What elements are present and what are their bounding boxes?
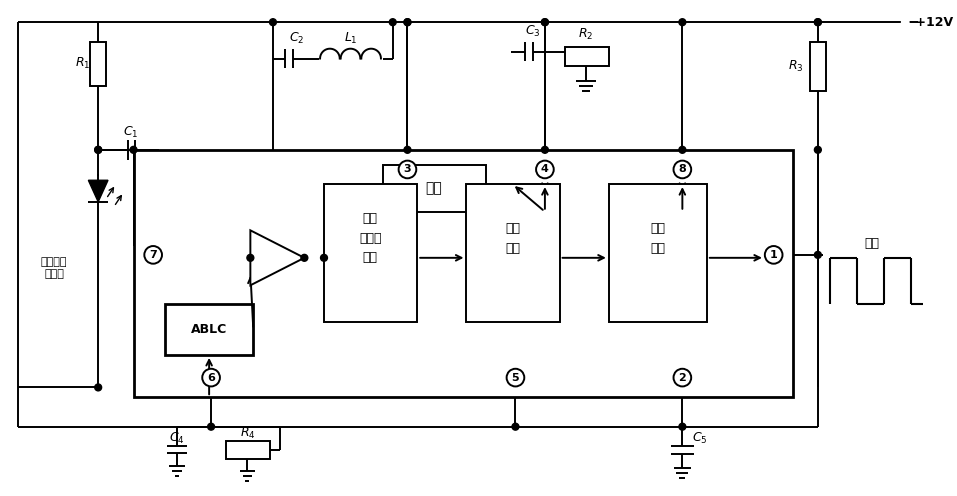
Circle shape — [321, 254, 327, 261]
Circle shape — [95, 384, 101, 391]
Bar — [165, 304, 254, 355]
Text: 输出: 输出 — [864, 237, 879, 249]
Text: 整形: 整形 — [651, 222, 665, 235]
Text: 电路: 电路 — [651, 242, 665, 254]
Bar — [810, 42, 826, 91]
Bar — [383, 165, 486, 212]
Text: $C_2$: $C_2$ — [289, 31, 304, 47]
Circle shape — [674, 161, 691, 178]
Circle shape — [247, 254, 254, 261]
Circle shape — [512, 423, 519, 430]
Circle shape — [145, 246, 162, 264]
Circle shape — [765, 246, 783, 264]
Polygon shape — [251, 230, 304, 285]
Text: ABLC: ABLC — [191, 323, 227, 336]
Circle shape — [674, 369, 691, 386]
Bar — [466, 184, 560, 321]
Circle shape — [95, 146, 101, 153]
Circle shape — [542, 19, 548, 26]
Circle shape — [404, 146, 411, 153]
Bar — [324, 184, 417, 321]
Text: 放大器: 放大器 — [256, 261, 276, 271]
Text: 偏压: 偏压 — [426, 181, 442, 195]
Circle shape — [404, 19, 411, 26]
Polygon shape — [88, 180, 108, 202]
Circle shape — [202, 369, 220, 386]
Bar — [609, 184, 707, 321]
Circle shape — [679, 19, 686, 26]
Text: 1: 1 — [769, 250, 777, 260]
Circle shape — [389, 19, 396, 26]
Circle shape — [814, 251, 821, 258]
Circle shape — [814, 19, 821, 26]
Circle shape — [506, 369, 524, 386]
Text: $C_3$: $C_3$ — [525, 23, 541, 39]
Text: $L_1$: $L_1$ — [344, 31, 357, 47]
Circle shape — [300, 254, 308, 261]
Text: 7: 7 — [149, 250, 157, 260]
Circle shape — [542, 19, 548, 26]
Text: 限幅: 限幅 — [363, 212, 378, 225]
Text: 和电平: 和电平 — [359, 232, 382, 245]
Text: 峰值: 峰值 — [505, 222, 520, 235]
Text: 5: 5 — [512, 372, 520, 382]
Circle shape — [679, 146, 686, 153]
Text: 红外光敏: 红外光敏 — [41, 257, 67, 267]
Circle shape — [404, 19, 411, 26]
Text: 检波: 检波 — [505, 242, 520, 254]
Text: $R_1$: $R_1$ — [75, 56, 90, 71]
Circle shape — [542, 146, 548, 153]
Circle shape — [814, 19, 821, 26]
Text: $C_4$: $C_4$ — [168, 431, 185, 446]
Circle shape — [208, 423, 214, 430]
Circle shape — [399, 161, 416, 178]
Text: +12V: +12V — [911, 16, 953, 29]
Text: $R_3$: $R_3$ — [789, 59, 804, 74]
Bar — [134, 150, 793, 397]
Bar — [565, 47, 609, 66]
Circle shape — [901, 19, 908, 26]
Text: 二极管: 二极管 — [44, 268, 64, 279]
Text: 4: 4 — [541, 165, 549, 175]
Text: $C_1$: $C_1$ — [122, 124, 139, 140]
Circle shape — [814, 146, 821, 153]
Circle shape — [270, 19, 277, 26]
Text: $R_4$: $R_4$ — [239, 426, 256, 441]
Text: 6: 6 — [207, 372, 215, 382]
Bar — [90, 42, 106, 86]
Circle shape — [95, 146, 101, 153]
Text: $C_5$: $C_5$ — [692, 431, 708, 446]
Circle shape — [536, 161, 554, 178]
Text: 2: 2 — [679, 372, 686, 382]
Text: 8: 8 — [679, 165, 686, 175]
Bar — [226, 441, 270, 459]
Text: 移位: 移位 — [363, 251, 378, 264]
Circle shape — [130, 146, 137, 153]
Circle shape — [679, 423, 686, 430]
Text: 3: 3 — [404, 165, 412, 175]
Text: $R_2$: $R_2$ — [578, 26, 593, 42]
